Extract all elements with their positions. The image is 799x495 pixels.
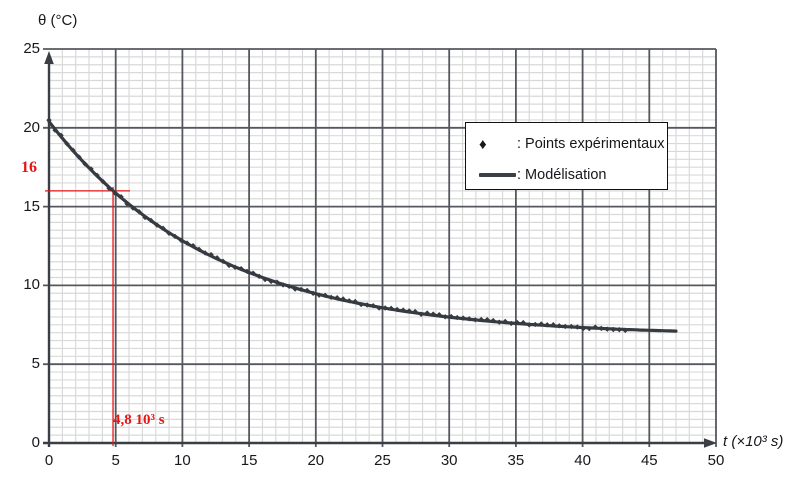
legend-label-experimental: : Points expérimentaux xyxy=(517,136,665,152)
legend-symbol-cell: ♦ xyxy=(479,137,517,152)
legend: ♦ : Points expérimentaux : Modélisation xyxy=(465,122,668,190)
model-line-icon xyxy=(479,173,516,177)
x-tick-label: 40 xyxy=(574,452,591,469)
x-tick-label: 20 xyxy=(307,452,325,469)
x-tick-label: 10 xyxy=(174,452,191,469)
diamond-icon: ♦ xyxy=(479,135,487,153)
x-tick-label: 30 xyxy=(440,452,458,469)
x-tick-label: 0 xyxy=(44,452,54,469)
annotation-time-label: 4,8 10³ s xyxy=(113,412,165,428)
x-tick-label: 25 xyxy=(374,452,391,469)
y-tick-label: 25 xyxy=(23,40,40,57)
y-tick-label: 10 xyxy=(23,276,40,294)
legend-item-model: : Modélisation xyxy=(479,164,667,186)
x-tick-label: 50 xyxy=(707,452,725,469)
legend-label-model: : Modélisation xyxy=(517,167,607,183)
legend-item-experimental: ♦ : Points expérimentaux xyxy=(479,133,667,155)
y-tick-label: 5 xyxy=(31,355,40,373)
legend-symbol-cell xyxy=(479,173,517,177)
annotation-theta-label: 16 xyxy=(21,159,37,176)
x-tick-label: 35 xyxy=(507,452,525,469)
y-tick-label: 15 xyxy=(23,197,40,215)
x-axis-title: t (×10³ s) xyxy=(723,433,784,450)
x-tick-label: 15 xyxy=(240,452,258,469)
y-tick-label: 0 xyxy=(31,434,40,451)
y-axis-title: θ (°C) xyxy=(38,12,78,29)
x-tick-label: 5 xyxy=(111,452,120,469)
experimental-points xyxy=(46,117,628,334)
major-grid xyxy=(43,48,717,447)
x-tick-label: 45 xyxy=(640,452,658,469)
y-tick-label: 20 xyxy=(23,118,40,136)
annotation-lines xyxy=(45,186,130,446)
